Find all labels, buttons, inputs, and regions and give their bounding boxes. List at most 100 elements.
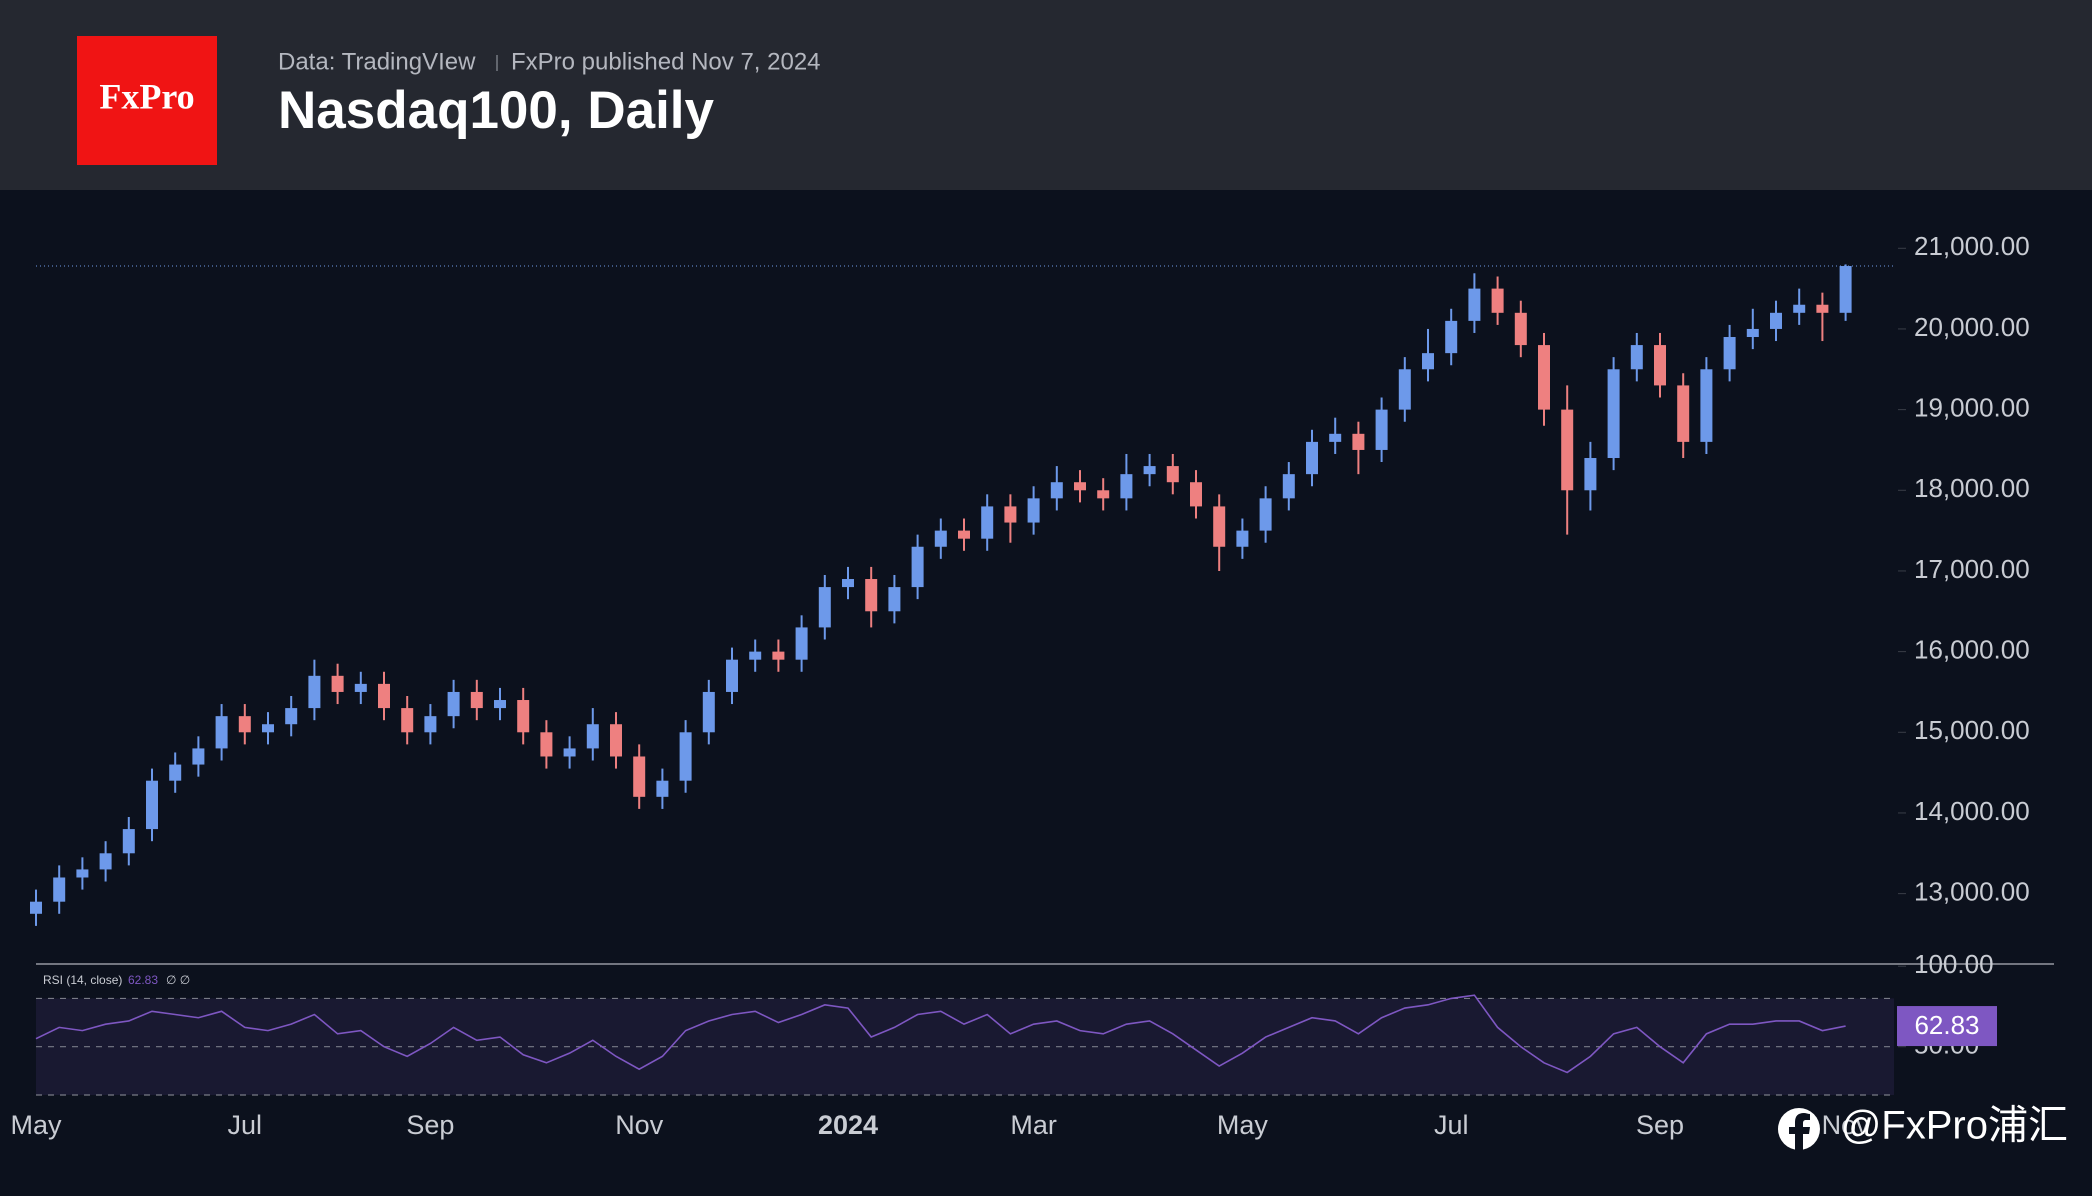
candle-body: [1723, 337, 1736, 370]
y-tick-label: 14,000.00: [1914, 796, 2030, 826]
candle-body: [331, 675, 344, 692]
header-bar: [0, 0, 2092, 190]
candle-body: [470, 691, 483, 709]
candle-body: [1677, 385, 1690, 442]
candle-body: [726, 659, 738, 692]
logo-box: [77, 36, 217, 165]
candle-body: [169, 764, 182, 781]
candle-body: [865, 579, 878, 612]
candle-body: [772, 651, 785, 660]
candle-body: [99, 853, 112, 870]
candle-body: [1746, 328, 1759, 338]
y-tick-label: 19,000.00: [1914, 392, 2030, 422]
candle-body: [934, 530, 947, 547]
candle-body: [517, 700, 530, 733]
candle-body: [1538, 345, 1550, 410]
subtitle-source: Data: TradingVIew: [278, 48, 476, 75]
candle-body: [1282, 474, 1295, 499]
rsi-value-tag: [1897, 1006, 1997, 1047]
candle-body: [262, 724, 274, 733]
price-pane: 13,000.00 14,000.00 15,000.00 16,000.00 17,0…: [30, 231, 2054, 965]
candle-body: [1097, 490, 1110, 499]
candle-body: [1654, 345, 1666, 386]
candle-body: [146, 780, 158, 830]
x-tick-label: Sep: [1636, 1110, 1684, 1140]
candle-body: [633, 756, 646, 797]
candle-body: [1770, 312, 1782, 329]
candle-body: [424, 716, 437, 733]
candle-body: [1514, 312, 1527, 346]
candle-body: [447, 691, 460, 717]
candle-body: [610, 724, 622, 757]
candle-body: [563, 748, 576, 757]
y-tick-label: 100.00: [1914, 949, 1994, 979]
candle-body: [76, 869, 89, 878]
candle-body: [494, 700, 506, 709]
candle-body: [1074, 482, 1086, 491]
candle-body: [378, 683, 390, 709]
candle-body: [1213, 506, 1226, 547]
y-tick-label: 20,000.00: [1914, 312, 2030, 342]
logo: FxPro: [99, 76, 194, 116]
candle-body: [1398, 369, 1411, 410]
candle-body: [540, 732, 553, 757]
candle-body: [1375, 409, 1388, 450]
candle-body: [1607, 369, 1620, 459]
candle-body: [238, 716, 251, 733]
y-tick-label: 18,000.00: [1914, 473, 2030, 503]
x-tick-label: Nov: [615, 1110, 664, 1140]
candle-body: [1259, 498, 1272, 531]
candle-body: [958, 530, 970, 539]
x-tick-label: Nov: [1822, 1110, 1871, 1140]
candle-body: [888, 587, 901, 612]
candle-body: [1120, 474, 1133, 499]
candle-body: [308, 675, 321, 709]
candle-body: [192, 748, 205, 765]
candle-body: [1816, 304, 1829, 313]
candle-body: [1700, 369, 1713, 442]
candle-body: [1190, 482, 1202, 507]
candle-body: [1352, 433, 1365, 450]
candle-body: [679, 732, 692, 781]
candle-body: [1561, 409, 1574, 491]
candle-body: [1584, 458, 1597, 491]
candle-body: [1166, 466, 1179, 483]
x-tick-label: May: [1217, 1110, 1269, 1140]
candle-body: [53, 877, 66, 902]
candle-body: [1329, 433, 1342, 442]
x-tick-label: Sep: [406, 1110, 454, 1140]
candle-body: [911, 546, 924, 588]
candle-body: [1445, 320, 1458, 354]
candle-body: [795, 627, 808, 660]
x-tick-label: May: [10, 1110, 62, 1140]
candle-body: [1839, 266, 1852, 313]
candle-body: [285, 708, 298, 725]
x-axis: May Jul Sep Nov 2024 Mar May Jul Sep Nov: [10, 1110, 1870, 1140]
candle-body: [586, 724, 599, 749]
chart-title: Nasdaq100, Daily: [278, 81, 715, 140]
y-tick-label: 21,000.00: [1914, 231, 2030, 261]
candle-body: [1422, 353, 1434, 370]
y-tick-label: 15,000.00: [1914, 715, 2030, 745]
candle-body: [1236, 530, 1249, 547]
subtitle-published: FxPro published Nov 7, 2024: [511, 48, 821, 75]
candle-body: [401, 708, 414, 733]
facebook-f: [1789, 1113, 1810, 1150]
candle-body: [1491, 288, 1504, 313]
rsi-legend-suffix: ∅ ∅: [166, 973, 190, 987]
y-tick-label: 13,000.00: [1914, 876, 2030, 906]
rsi-line: [35, 994, 1846, 1074]
watermark-group: @FxPro浦汇: [1778, 1104, 2068, 1150]
candle-body: [122, 829, 135, 854]
candle-body: [1630, 345, 1643, 370]
candle-body: [1468, 288, 1481, 321]
y-tick-label: 16,000.00: [1914, 634, 2030, 664]
candle-body: [1793, 304, 1806, 313]
x-tick-label: Mar: [1010, 1110, 1057, 1140]
candle-body: [1143, 466, 1156, 475]
candle-body: [1027, 498, 1040, 523]
candle-body: [702, 691, 715, 733]
rsi-legend-value: 62.83: [128, 973, 158, 987]
